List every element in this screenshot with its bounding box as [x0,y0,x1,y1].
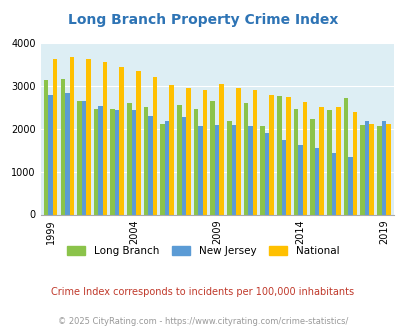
Bar [143,107,148,214]
Bar [198,126,202,214]
Bar [331,153,335,215]
Bar [252,90,257,214]
Bar [231,125,236,214]
Bar [319,107,323,214]
Bar [77,101,81,214]
Bar [364,121,369,214]
Bar [44,80,48,214]
Bar [53,59,57,214]
Text: © 2025 CityRating.com - https://www.cityrating.com/crime-statistics/: © 2025 CityRating.com - https://www.city… [58,317,347,326]
Bar [214,125,219,214]
Bar [127,103,131,214]
Bar [352,113,356,214]
Bar [160,123,164,214]
Bar [243,103,248,214]
Bar [69,57,74,214]
Bar [148,116,152,214]
Bar [202,90,207,214]
Bar [347,157,352,214]
Bar [369,124,373,214]
Bar [385,124,390,214]
Bar [236,88,240,214]
Bar [335,107,340,214]
Bar [343,98,347,214]
Bar [360,125,364,214]
Bar [185,87,190,214]
Text: Long Branch Property Crime Index: Long Branch Property Crime Index [68,13,337,27]
Bar [136,71,140,215]
Bar [181,117,185,214]
Bar [110,109,115,214]
Bar [298,146,302,214]
Bar [281,140,286,214]
Bar [94,109,98,214]
Bar [177,105,181,214]
Bar [302,102,307,214]
Bar [65,93,69,214]
Bar [310,119,314,214]
Bar [264,133,269,214]
Bar [248,126,252,214]
Bar [48,95,53,214]
Bar [219,83,224,214]
Bar [164,120,169,214]
Bar [60,79,65,214]
Bar [314,148,319,214]
Bar [381,121,385,214]
Bar [102,62,107,214]
Bar [326,110,331,214]
Bar [293,109,298,214]
Bar [286,96,290,214]
Bar [119,67,124,214]
Bar [86,59,90,214]
Bar [260,126,264,214]
Bar [269,95,273,214]
Bar [193,109,198,214]
Bar [277,96,281,214]
Bar [115,110,119,214]
Bar [98,106,102,214]
Bar [131,110,136,214]
Text: Crime Index corresponds to incidents per 100,000 inhabitants: Crime Index corresponds to incidents per… [51,287,354,297]
Bar [152,77,157,214]
Bar [169,84,174,214]
Bar [376,126,381,214]
Bar [210,101,214,214]
Bar [81,101,86,214]
Legend: Long Branch, New Jersey, National: Long Branch, New Jersey, National [66,246,339,256]
Bar [226,121,231,214]
